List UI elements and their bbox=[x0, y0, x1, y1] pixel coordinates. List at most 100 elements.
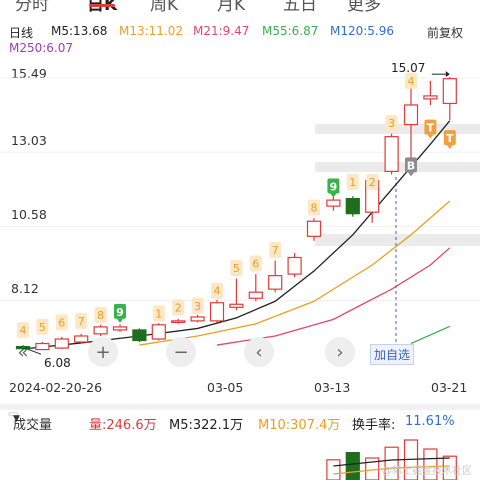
candle-body bbox=[403, 104, 419, 126]
candle bbox=[442, 77, 457, 121]
count-badge: 1 bbox=[152, 305, 165, 322]
price-label-2: 13.03 bbox=[11, 133, 47, 148]
ma-line-m5 bbox=[22, 120, 451, 350]
volume-bar bbox=[326, 459, 341, 480]
tab-daily-k[interactable]: 日K bbox=[87, 0, 118, 15]
candle-body bbox=[423, 95, 438, 100]
badge-bg bbox=[230, 260, 243, 277]
candle-body bbox=[345, 197, 360, 215]
badge-bg bbox=[55, 314, 68, 331]
date-axis: 2024-02-20-26 03-05 03-13 03-21 bbox=[0, 378, 480, 398]
section-divider bbox=[0, 404, 480, 410]
candle-body bbox=[248, 291, 263, 299]
badge-bg bbox=[94, 306, 107, 323]
adjust-dropdown[interactable]: 前复权 bbox=[427, 26, 464, 40]
candle-body bbox=[93, 326, 108, 335]
count-badge: 5 bbox=[36, 318, 49, 335]
high-arrow-head bbox=[445, 71, 450, 78]
candle-body bbox=[74, 335, 89, 343]
signal-label: T bbox=[427, 122, 435, 135]
candle-body bbox=[171, 320, 186, 323]
volume-bar-group bbox=[326, 439, 457, 480]
volume-ma10-line bbox=[333, 465, 450, 475]
volume-chart[interactable] bbox=[0, 436, 480, 480]
badge-label: 6 bbox=[252, 258, 259, 271]
badge-label: 4 bbox=[214, 285, 221, 298]
count-badge: 6 bbox=[55, 314, 68, 331]
date-tick-4: 03-21 bbox=[431, 380, 468, 395]
signal-pointer bbox=[408, 172, 414, 177]
signal-marker: 9 bbox=[327, 178, 340, 198]
candle-body bbox=[306, 220, 322, 237]
badge-label: 1 bbox=[155, 307, 162, 320]
candle-body bbox=[190, 316, 205, 322]
volume-bar bbox=[345, 452, 360, 480]
candle bbox=[403, 88, 419, 163]
count-badge: 5 bbox=[230, 260, 243, 277]
badge-bg bbox=[172, 299, 185, 316]
badge-label: 5 bbox=[233, 262, 240, 275]
candle bbox=[248, 274, 263, 302]
annotation-group bbox=[24, 71, 450, 355]
count-badge: 4 bbox=[405, 72, 417, 89]
ma5-value: M5:13.68 bbox=[51, 24, 108, 38]
count-badge: 7 bbox=[269, 241, 282, 258]
candle bbox=[268, 260, 283, 293]
ma120-value: M120:5.96 bbox=[330, 24, 395, 38]
volume-ma5-line bbox=[333, 457, 450, 467]
candle bbox=[112, 324, 128, 333]
candle bbox=[171, 318, 186, 324]
turnover-value: 11.61% bbox=[405, 414, 455, 429]
tab-five-day[interactable]: 五日 bbox=[283, 0, 317, 15]
candle bbox=[35, 342, 50, 351]
price-label-top: 15.49 bbox=[11, 66, 47, 81]
badge-label: 3 bbox=[194, 300, 201, 313]
tab-more[interactable]: 更多 bbox=[347, 0, 381, 15]
signal-label: T bbox=[446, 132, 454, 145]
zoom-in-button[interactable]: + bbox=[88, 337, 118, 367]
candle bbox=[345, 196, 360, 217]
low-arrow bbox=[24, 347, 42, 355]
signal-bg bbox=[424, 119, 437, 135]
ma-line-m55 bbox=[410, 325, 451, 345]
candle-body bbox=[287, 256, 302, 275]
ma250-value: M250:6.07 bbox=[9, 41, 74, 55]
volume-m5: M5:322.1万 bbox=[169, 418, 244, 433]
rewind-button[interactable]: « bbox=[8, 337, 38, 367]
candle-body bbox=[442, 78, 457, 105]
candle-body bbox=[229, 303, 244, 308]
signal-bg bbox=[327, 178, 340, 194]
badge-bg bbox=[191, 297, 204, 314]
tab-intraday[interactable]: 分时 bbox=[15, 0, 49, 15]
volume-m10: M10:307.4万 bbox=[258, 418, 341, 433]
ma21-value: M21:9.47 bbox=[193, 24, 250, 38]
signal-bg bbox=[405, 157, 417, 173]
tab-monthly-k[interactable]: 月K bbox=[217, 0, 246, 15]
candle-group bbox=[15, 77, 457, 351]
signal-marker: T bbox=[443, 130, 456, 150]
date-tick-1: 2024-02-20-26 bbox=[9, 380, 103, 395]
add-to-watchlist-button[interactable]: 加自选 bbox=[370, 344, 415, 365]
pan-left-button[interactable]: ‹ bbox=[244, 337, 274, 367]
badge-bg bbox=[75, 312, 88, 329]
signal-pointer bbox=[427, 134, 434, 139]
candle bbox=[209, 299, 225, 323]
volume-indicator-select[interactable]: 成交量 ▼ bbox=[8, 412, 52, 433]
candle-body bbox=[132, 329, 147, 342]
candle-body bbox=[209, 302, 225, 322]
volume-value: 量:246.6万 bbox=[89, 418, 157, 433]
count-badge: 6 bbox=[249, 255, 262, 272]
badge-label: 8 bbox=[311, 202, 318, 215]
candle-body bbox=[112, 326, 128, 331]
signal-bg bbox=[443, 130, 456, 146]
zoom-out-button[interactable]: − bbox=[166, 337, 196, 367]
candle bbox=[306, 218, 322, 241]
watermark: @稀土掘金技术社区 bbox=[382, 466, 472, 477]
tab-weekly-k[interactable]: 周K bbox=[150, 0, 179, 15]
badge-label: 3 bbox=[388, 117, 395, 130]
double-left-icon: « bbox=[17, 341, 29, 363]
badge-label: 2 bbox=[175, 301, 182, 314]
ma-line-m13 bbox=[139, 200, 451, 346]
pan-right-button[interactable]: › bbox=[325, 337, 355, 367]
